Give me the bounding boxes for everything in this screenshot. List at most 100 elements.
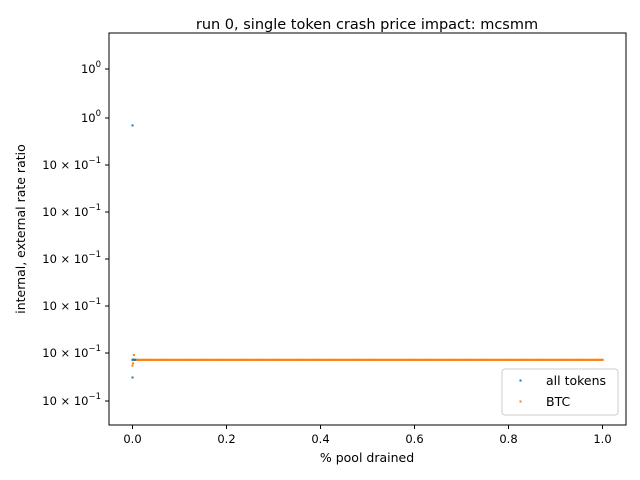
btc-point: [227, 358, 230, 361]
btc-point: [221, 358, 225, 361]
btc-point: [252, 358, 255, 361]
btc-point: [361, 358, 364, 361]
btc-point: [437, 358, 440, 361]
btc-point: [303, 358, 306, 361]
btc-point: [348, 358, 351, 361]
btc-point: [368, 358, 371, 361]
btc-point: [418, 358, 422, 361]
btc-point: [225, 358, 228, 361]
btc-point: [532, 358, 536, 361]
btc-point: [578, 358, 581, 361]
btc-point: [561, 358, 564, 361]
btc-point: [500, 358, 503, 361]
btc-point: [413, 358, 416, 361]
btc-point: [156, 358, 160, 361]
btc-point: [393, 358, 396, 361]
btc-point: [272, 358, 275, 361]
btc-point: [285, 358, 288, 361]
btc-point: [218, 358, 221, 361]
btc-point: [599, 358, 602, 361]
btc-point: [386, 358, 389, 361]
btc-point: [382, 358, 385, 361]
y-tick-label: 100: [81, 109, 101, 125]
btc-point: [411, 358, 414, 361]
btc-point: [409, 358, 413, 361]
btc-point: [444, 358, 447, 361]
btc-point: [514, 358, 517, 361]
btc-point: [249, 358, 252, 361]
btc-point: [404, 358, 407, 361]
btc-point: [400, 358, 404, 361]
btc-point: [321, 358, 324, 361]
btc-point: [431, 358, 434, 361]
btc-point: [301, 358, 304, 361]
btc-point: [491, 358, 494, 361]
btc-point: [366, 358, 369, 361]
chart-title: run 0, single token crash price impact: …: [196, 17, 538, 33]
btc-point: [574, 358, 577, 361]
btc-point: [276, 358, 279, 361]
btc-point: [505, 358, 508, 361]
btc-point: [585, 358, 588, 361]
btc-point: [464, 358, 467, 361]
all-tokens-point: [131, 124, 134, 127]
btc-point: [438, 358, 442, 361]
btc-point: [587, 358, 590, 361]
y-axis: 100 100 10 × 10−1 10 × 10−1 10 × 10−1 10 × 10…: [42, 60, 109, 408]
btc-point: [209, 358, 212, 361]
btc-point: [435, 358, 438, 361]
btc-point: [408, 358, 411, 361]
btc-point: [223, 358, 226, 361]
btc-point: [258, 358, 261, 361]
btc-point: [333, 358, 337, 361]
btc-point: [207, 358, 210, 361]
btc-point: [576, 358, 579, 361]
btc-point: [579, 358, 583, 361]
btc-point: [324, 358, 328, 361]
btc-point: [314, 358, 317, 361]
btc-point: [427, 358, 431, 361]
btc-point: [243, 358, 246, 361]
btc-point: [268, 358, 272, 361]
btc-point: [518, 358, 521, 361]
btc-point: [458, 358, 461, 361]
btc-point: [283, 358, 286, 361]
legend-marker-all-tokens: [519, 379, 522, 382]
btc-point: [191, 358, 194, 361]
btc-point: [212, 358, 216, 361]
btc-point: [556, 358, 559, 361]
plot-area: [109, 33, 626, 425]
btc-point: [552, 358, 555, 361]
btc-point: [317, 358, 320, 361]
x-axis-label: % pool drained: [320, 450, 414, 465]
btc-point: [140, 358, 143, 361]
btc-point: [395, 358, 398, 361]
btc-point: [442, 358, 445, 361]
y-tick-label: 10 × 10−1: [42, 392, 101, 408]
btc-point: [335, 358, 338, 361]
btc-point: [261, 358, 264, 361]
btc-point: [241, 358, 244, 361]
btc-point: [187, 358, 190, 361]
btc-point: [155, 358, 158, 361]
btc-point: [496, 358, 499, 361]
btc-point: [568, 358, 572, 361]
btc-point: [341, 358, 344, 361]
btc-point: [362, 358, 366, 361]
btc-point: [493, 358, 496, 361]
btc-point: [590, 358, 593, 361]
btc-point: [265, 358, 268, 361]
btc-point: [164, 358, 167, 361]
x-tick-label: 1.0: [593, 432, 611, 446]
btc-point: [332, 358, 335, 361]
btc-point: [549, 358, 552, 361]
btc-point: [446, 358, 449, 361]
btc-point: [420, 358, 423, 361]
btc-point: [370, 358, 373, 361]
btc-point: [489, 358, 492, 361]
btc-point: [540, 358, 543, 361]
btc-point: [144, 358, 147, 361]
btc-point: [527, 358, 530, 361]
btc-point: [536, 358, 539, 361]
